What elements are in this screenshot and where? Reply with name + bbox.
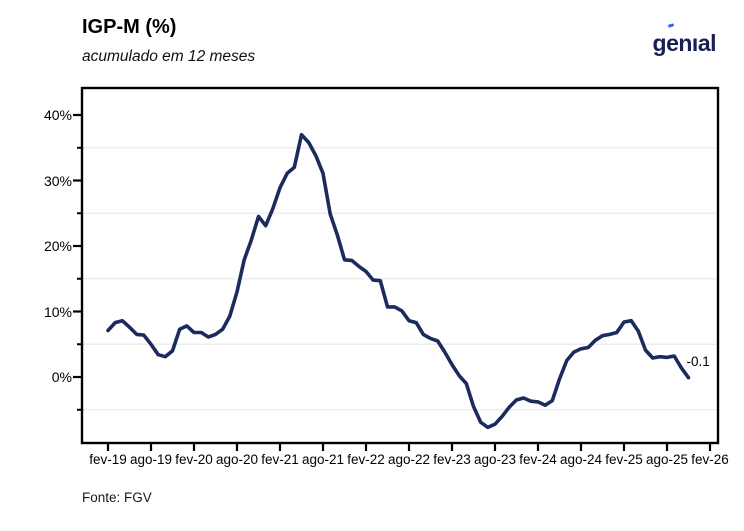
x-axis-label: ago-19 [129, 452, 173, 467]
x-axis-label: fev-22 [347, 452, 385, 467]
x-axis-label: ago-22 [387, 452, 431, 467]
logo-text-g: g [652, 30, 667, 56]
x-axis-label: ago-20 [215, 452, 259, 467]
x-axis-label: ago-21 [301, 452, 345, 467]
logo-text-rest: nıal [678, 30, 716, 56]
x-axis-label: ago-25 [645, 452, 689, 467]
x-axis-label: fev-24 [519, 452, 557, 467]
x-axis-label: fev-19 [89, 452, 127, 467]
chart-title: IGP-M (%) [82, 16, 177, 38]
logo-letter-e: e [666, 23, 679, 57]
y-axis-label: 0% [51, 369, 72, 385]
y-axis-label: 20% [43, 238, 72, 254]
igpm-line-series [106, 132, 691, 430]
x-axis-label: ago-23 [473, 452, 517, 467]
last-value-data-label: -0.1 [686, 353, 710, 369]
x-axis-label: fev-25 [605, 452, 643, 467]
x-axis-label: ago-24 [559, 452, 603, 467]
y-axis-label: 40% [43, 107, 72, 123]
plot-frame [80, 86, 720, 445]
x-axis-label: fev-26 [691, 452, 729, 467]
x-axis-label: fev-23 [433, 452, 471, 467]
y-axis-label: 30% [43, 172, 72, 189]
y-axis-label: 10% [43, 303, 72, 320]
genial-logo: g enıal [652, 23, 716, 57]
x-axis-label: fev-21 [261, 452, 299, 467]
x-axis-label: fev-20 [175, 452, 213, 467]
source-note: Fonte: FGV [82, 490, 152, 505]
chart-subtitle: acumulado em 12 meses [82, 48, 256, 65]
